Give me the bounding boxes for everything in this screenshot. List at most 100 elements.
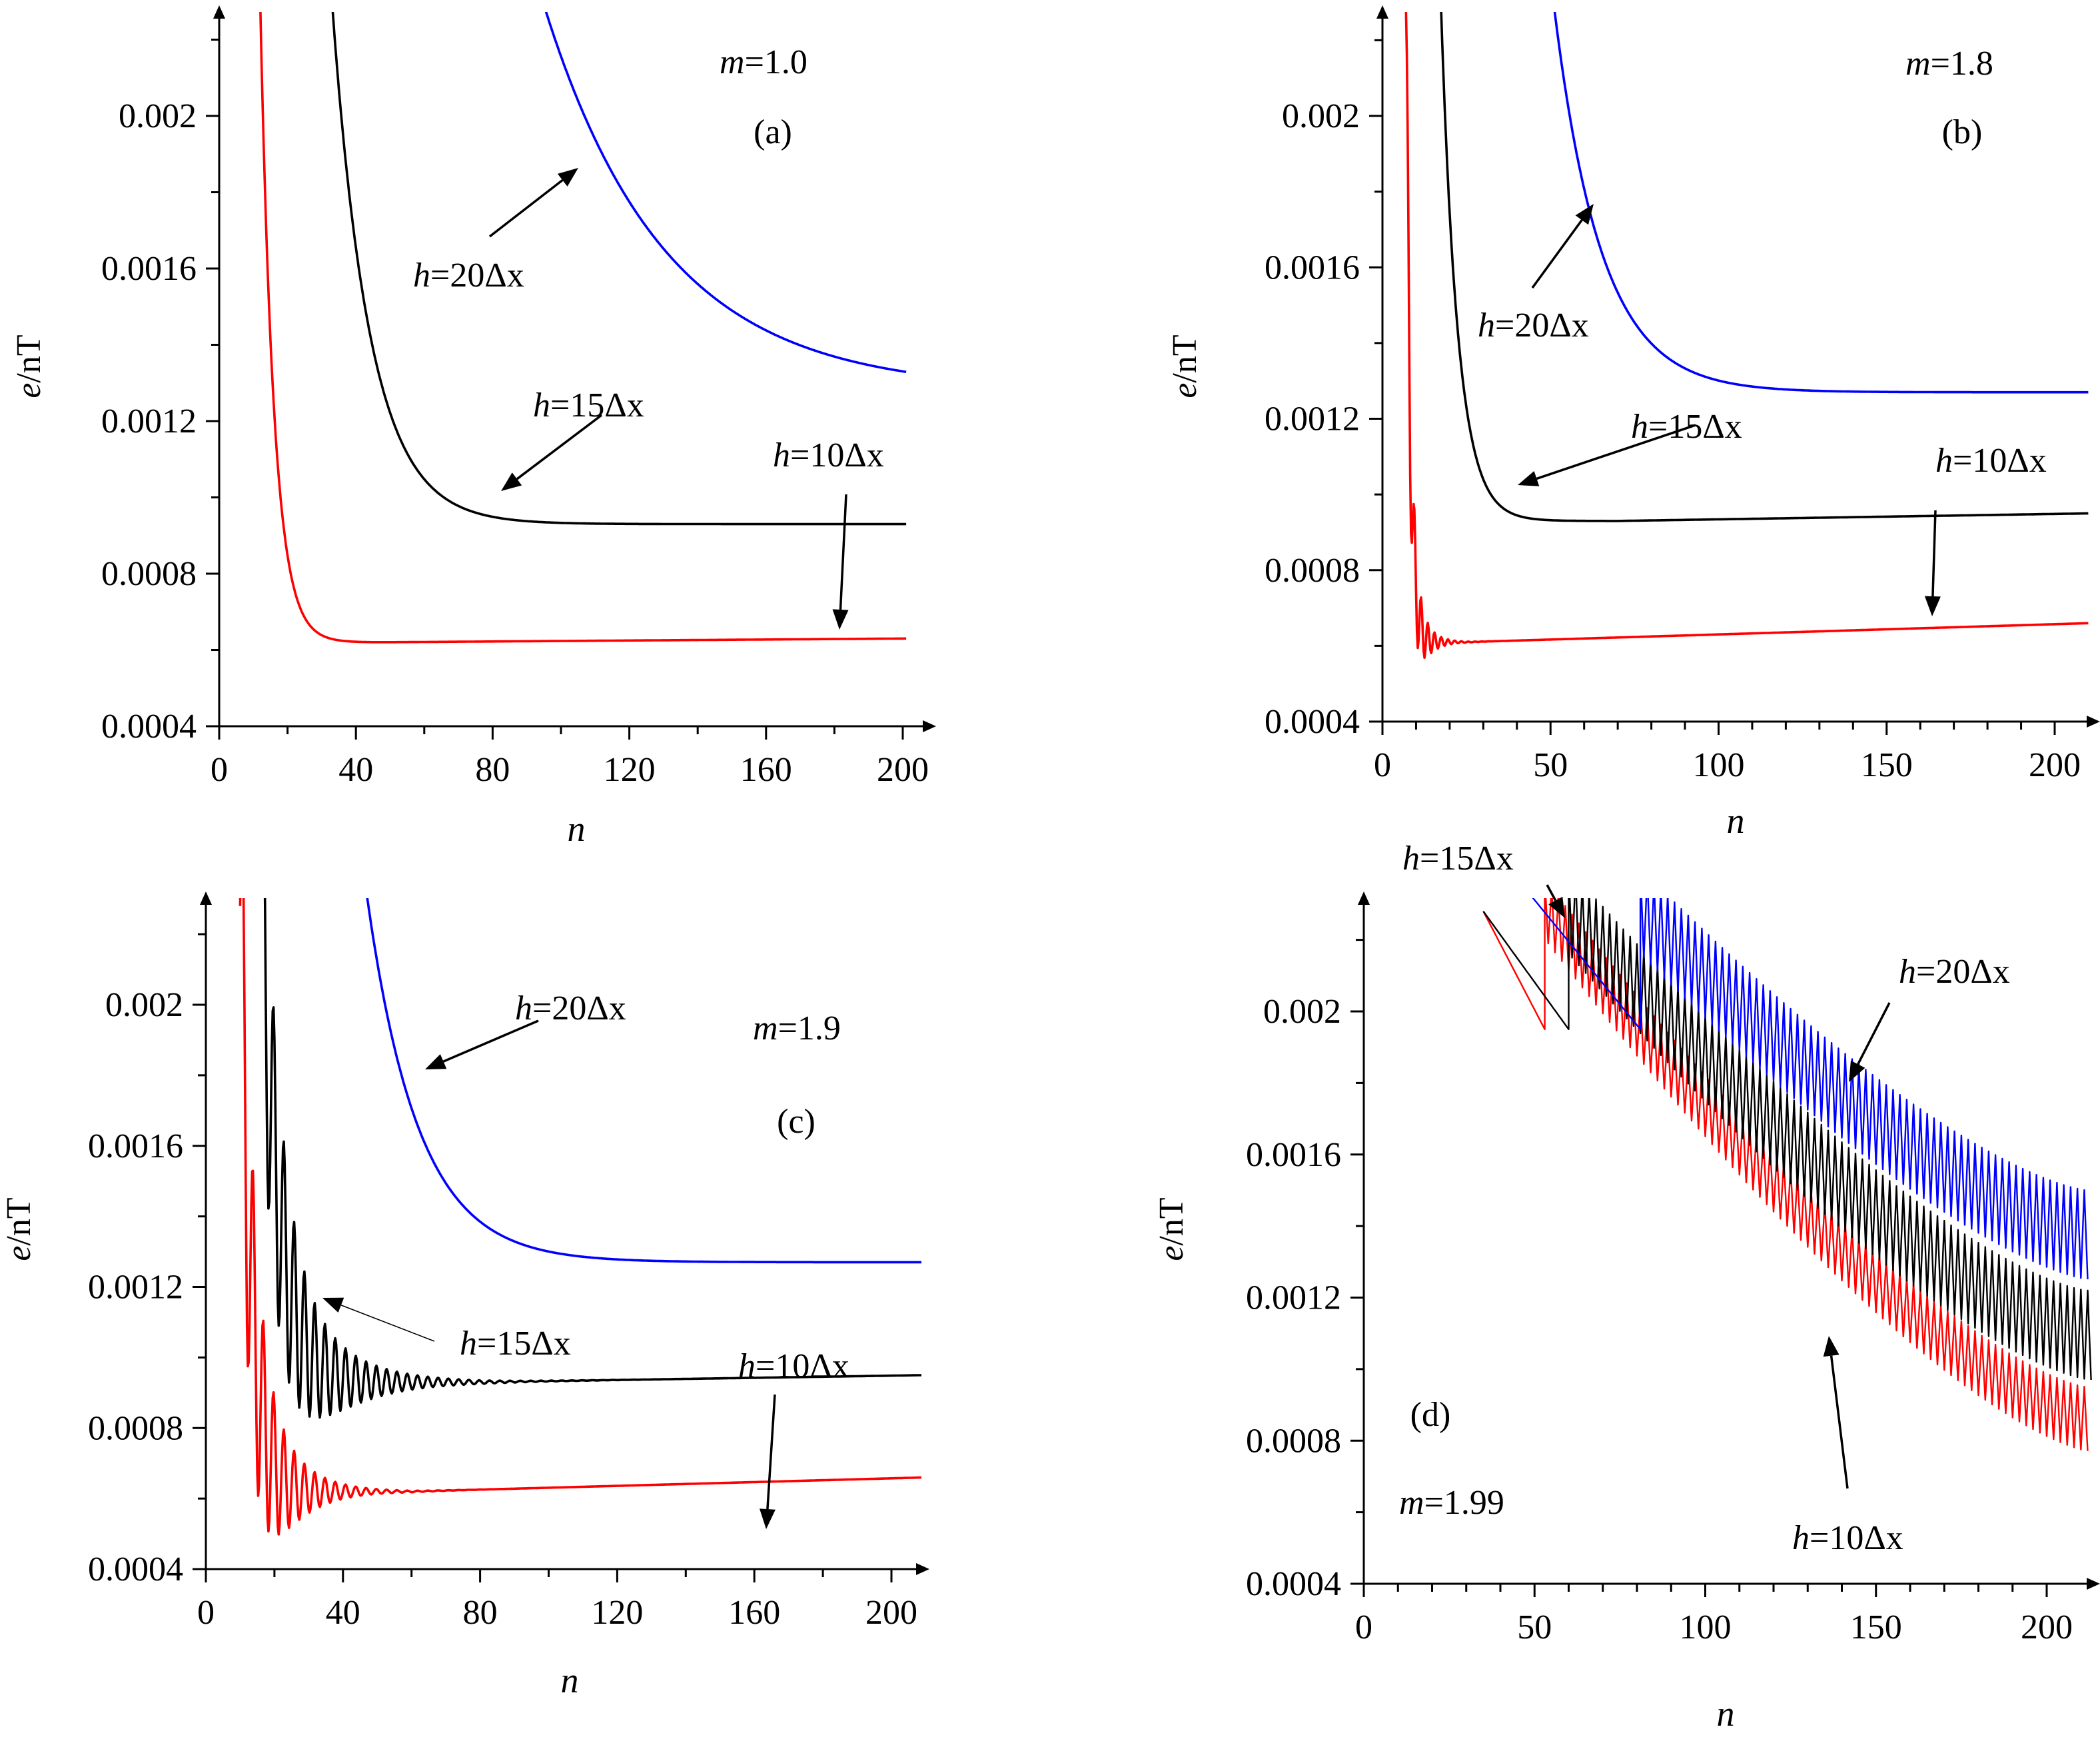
annotation-arrowhead-icon — [501, 472, 522, 491]
y-tick-label: 0.0004 — [1246, 1565, 1341, 1603]
annotation-arrowhead-icon — [1575, 204, 1594, 225]
x-tick-label: 40 — [326, 1594, 360, 1632]
annotation-arrow-line — [1931, 510, 1937, 597]
panel-letter: (a) — [754, 113, 792, 151]
x-axis-arrow-icon — [916, 1563, 929, 1575]
x-axis-label: n — [561, 1660, 579, 1700]
x-tick-label: 80 — [463, 1594, 498, 1632]
x-tick-label: 0 — [211, 751, 228, 789]
annotation-label: h=10Δx — [1935, 442, 2047, 480]
y-tick-label: 0.0016 — [1265, 249, 1360, 287]
y-tick-label: 0.0012 — [101, 402, 197, 440]
annotation-arrow-line — [1546, 884, 1557, 901]
annotation-arrow-line — [1531, 219, 1583, 289]
panel-letter: (b) — [1942, 113, 1983, 151]
series-line-h=15Δx — [1482, 898, 2092, 1381]
annotation-arrow-line — [1857, 1002, 1891, 1065]
annotation-label: h=10Δx — [738, 1347, 849, 1385]
annotation-arrow-line — [442, 1019, 539, 1063]
x-axis-arrow-icon — [923, 720, 936, 732]
y-tick-label: 0.002 — [1263, 993, 1341, 1031]
y-axis-label: e/nT — [1153, 1197, 1191, 1261]
m-parameter-label: m=1.0 — [720, 43, 807, 81]
y-tick-label: 0.0004 — [1265, 703, 1360, 741]
y-axis-label: e/nT — [0, 1197, 38, 1261]
chart-panel-4: 0 50 100 150 200 0.0004 0.0008 0.0012 0.0016 0.00… — [1153, 840, 2100, 1734]
x-tick-label: 50 — [1533, 746, 1568, 784]
annotation-label: h=20Δx — [515, 989, 626, 1027]
annotation-arrow-line — [839, 494, 847, 610]
annotation-arrow-line — [766, 1394, 776, 1510]
x-axis-label: n — [1727, 801, 1745, 841]
x-tick-label: 200 — [2021, 1608, 2073, 1646]
annotation-arrow-line — [1536, 424, 1696, 480]
annotation-arrow-line — [516, 414, 603, 480]
y-tick-label: 0.002 — [1282, 97, 1360, 135]
y-axis-arrow-icon — [200, 891, 212, 905]
y-tick-label: 0.0008 — [101, 555, 197, 593]
x-tick-label: 100 — [1693, 746, 1745, 784]
y-tick-label: 0.0008 — [88, 1409, 183, 1447]
y-axis-arrow-icon — [213, 5, 225, 19]
annotation-arrowhead-icon — [425, 1054, 447, 1069]
series-line-h=10Δx — [1404, 12, 2089, 659]
annotation-label: h=20Δx — [1899, 953, 2010, 991]
x-tick-label: 50 — [1517, 1608, 1552, 1646]
x-axis-label: n — [1717, 1694, 1735, 1734]
x-tick-label: 40 — [338, 751, 373, 789]
y-tick-label: 0.0004 — [101, 708, 197, 746]
x-tick-label: 80 — [475, 751, 510, 789]
y-axis-label: e/nT — [10, 334, 48, 398]
annotation-label: h=15Δx — [1402, 840, 1514, 877]
annotation-arrow-line — [340, 1305, 435, 1342]
annotation-arrowhead-icon — [760, 1508, 776, 1529]
annotation-label: h=15Δx — [1631, 408, 1742, 446]
y-tick-label: 0.0016 — [101, 250, 197, 288]
x-tick-label: 120 — [604, 751, 656, 789]
series-line-h=15Δx — [1440, 12, 2089, 522]
y-tick-label: 0.0004 — [88, 1550, 183, 1588]
x-axis-arrow-icon — [2087, 1578, 2100, 1590]
annotation-arrowhead-icon — [1849, 1060, 1865, 1082]
annotation-arrowhead-icon — [1548, 896, 1565, 918]
x-tick-label: 200 — [2029, 746, 2081, 784]
series-line-h=15Δx — [263, 898, 921, 1419]
y-tick-label: 0.0008 — [1246, 1422, 1341, 1460]
x-tick-label: 150 — [1850, 1608, 1902, 1646]
y-axis-arrow-icon — [1358, 891, 1370, 905]
annotation-arrow-line — [1830, 1355, 1849, 1489]
series-line-h=20Δx — [366, 898, 921, 1264]
x-tick-label: 160 — [728, 1594, 780, 1632]
x-axis-arrow-icon — [2087, 716, 2100, 728]
annotation-label: h=15Δx — [460, 1325, 571, 1363]
series-line-h=20Δx — [544, 12, 907, 373]
annotation-label: h=10Δx — [773, 436, 884, 474]
y-tick-label: 0.002 — [119, 97, 197, 135]
series-line-h=10Δx — [239, 898, 921, 1536]
annotation-arrowhead-icon — [557, 168, 578, 187]
y-tick-label: 0.0012 — [1246, 1279, 1341, 1317]
y-tick-label: 0.0016 — [1246, 1136, 1341, 1174]
x-axis-label: n — [568, 809, 586, 849]
annotation-label: h=20Δx — [413, 257, 524, 294]
annotation-arrow-line — [488, 179, 564, 238]
series-line-h=15Δx — [331, 12, 907, 526]
panel-letter: (d) — [1410, 1396, 1451, 1434]
annotation-label: h=10Δx — [1792, 1519, 1903, 1557]
m-parameter-label: m=1.8 — [1905, 45, 1993, 83]
y-tick-label: 0.0016 — [88, 1127, 183, 1165]
annotation-arrowhead-icon — [322, 1297, 344, 1313]
x-tick-label: 0 — [1374, 746, 1391, 784]
series-line-h=20Δx — [1532, 898, 2089, 1280]
series-line-h=10Δx — [259, 12, 907, 644]
x-tick-label: 120 — [591, 1594, 643, 1632]
y-axis-arrow-icon — [1376, 5, 1388, 19]
x-tick-label: 100 — [1680, 1608, 1732, 1646]
x-tick-label: 0 — [197, 1594, 215, 1632]
panel-letter: (c) — [777, 1103, 815, 1141]
annotation-arrowhead-icon — [1924, 596, 1941, 616]
annotation-arrowhead-icon — [1823, 1336, 1839, 1357]
y-tick-label: 0.0008 — [1265, 552, 1360, 590]
x-tick-label: 200 — [865, 1594, 917, 1632]
m-parameter-label: m=1.9 — [753, 1009, 841, 1047]
